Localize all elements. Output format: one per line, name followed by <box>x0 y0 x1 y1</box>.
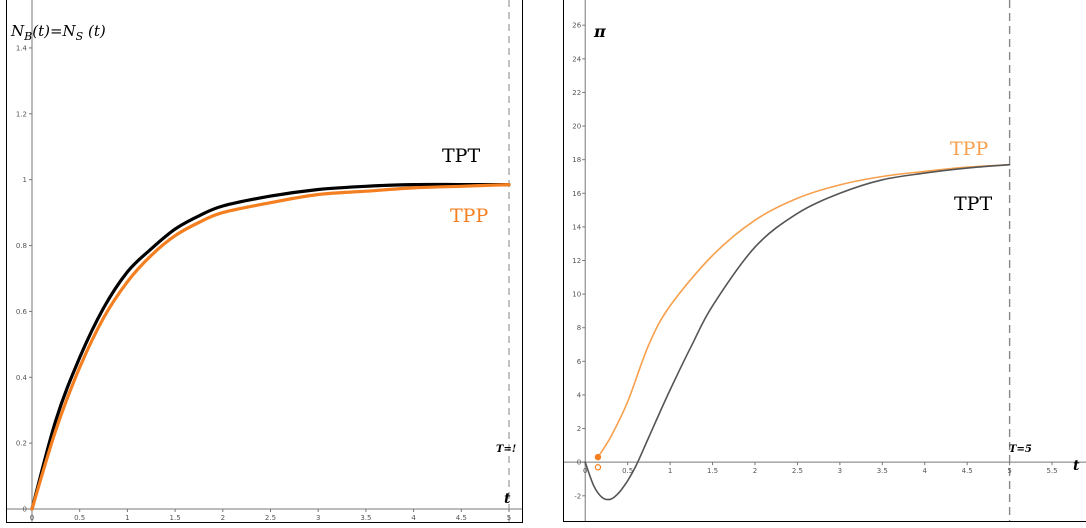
right-y-tick-label: 22 <box>572 89 581 97</box>
right-series-line-tpp <box>597 163 1011 458</box>
left-y-tick-label: 1 <box>23 176 27 184</box>
left-x-tick-label: 3.5 <box>360 514 371 522</box>
left-ticks: 0 0.5 1 1.5 2 2.5 3 3.5 4 4.5 5 0 0.2 0.4 0.6 0.8 1 1.2 1.… <box>16 44 511 522</box>
right-x-tick-label: 5.5 <box>1046 467 1057 475</box>
right-vline-label: T=5 <box>1009 444 1032 455</box>
left-y-tick-label: 1.2 <box>16 110 27 118</box>
left-x-tick-label: 5 <box>507 514 511 522</box>
left-y-tick-label: 1.4 <box>16 44 28 52</box>
right-marker-filled <box>594 453 602 461</box>
right-x-tick-label: 4.5 <box>962 467 973 475</box>
left-vline-label: T=! <box>496 444 516 455</box>
right-x-axis-label: t <box>1073 458 1080 474</box>
right-chart-panel: 0 0.5 1 1.5 2 2.5 3 3.5 4 4.5 5 5.5 -2 0 2 4 6 8 10 12 14 16 1… <box>563 0 1086 522</box>
right-y-tick-label: -2 <box>574 492 581 500</box>
right-y-tick-label: 16 <box>572 190 581 198</box>
left-y-tick-label: 0.2 <box>16 440 27 448</box>
left-x-tick-label: 1 <box>125 514 129 522</box>
right-y-tick-label: 14 <box>572 223 581 231</box>
right-series-label-tpt: TPT <box>954 193 992 215</box>
right-y-tick-label: 18 <box>572 156 581 164</box>
left-series-line-tpt <box>30 182 511 511</box>
left-x-tick-label: 0 <box>30 514 34 522</box>
left-y-tick-label: 0.6 <box>16 308 28 316</box>
right-series-line-tpt <box>584 163 1011 501</box>
right-y-tick-label: 26 <box>572 22 581 30</box>
right-axes <box>564 0 1086 521</box>
left-x-axis-label: t <box>504 491 511 507</box>
left-series-label-tpt: TPT <box>442 145 480 167</box>
right-marker-open <box>594 464 602 471</box>
left-x-tick-label: 4 <box>411 514 416 522</box>
left-x-tick-label: 4.5 <box>456 514 467 522</box>
right-y-tick-label: 6 <box>577 358 582 366</box>
left-x-tick-label: 2.5 <box>265 514 276 522</box>
right-ticks: 0 0.5 1 1.5 2 2.5 3 3.5 4 4.5 5 5.5-202468101214161… <box>572 22 1057 501</box>
left-series <box>30 182 511 511</box>
right-y-tick-label: 4 <box>577 391 582 399</box>
left-x-tick-label: 1.5 <box>170 514 181 522</box>
right-x-tick-label: 5 <box>1007 467 1011 475</box>
left-x-tick-label: 0.5 <box>74 514 85 522</box>
left-chart: 0 0.5 1 1.5 2 2.5 3 3.5 4 4.5 5 0 0.2 0.4 0.6 0.8 1 1.2 1.… <box>7 0 522 522</box>
left-x-tick-label: 2 <box>221 514 225 522</box>
left-y-axis-label: NB(t)=NS (t) <box>10 22 106 43</box>
left-y-tick-label: 0 <box>23 506 27 514</box>
right-x-tick-label: 2 <box>753 467 757 475</box>
right-x-tick-label: 3.5 <box>877 467 888 475</box>
left-series-line-tpp <box>30 183 511 511</box>
right-y-tick-label: 2 <box>577 425 581 433</box>
right-y-axis-label: π <box>593 22 606 41</box>
right-x-tick-label: 3 <box>838 467 842 475</box>
right-x-tick-label: 0.5 <box>622 467 633 475</box>
right-y-tick-label: 8 <box>577 324 581 332</box>
left-y-tick-label: 0.8 <box>16 242 27 250</box>
right-y-tick-label: 12 <box>572 257 581 265</box>
right-series-label-tpp: TPP <box>950 138 988 160</box>
left-series-label-tpp: TPP <box>450 205 488 227</box>
left-chart-panel: 0 0.5 1 1.5 2 2.5 3 3.5 4 4.5 5 0 0.2 0.4 0.6 0.8 1 1.2 1.… <box>6 0 523 523</box>
right-x-tick-label: 4 <box>922 467 927 475</box>
right-chart: 0 0.5 1 1.5 2 2.5 3 3.5 4 4.5 5 5.5-202468101214161… <box>564 0 1086 521</box>
left-x-tick-label: 3 <box>316 514 320 522</box>
right-y-tick-label: 20 <box>572 123 581 131</box>
right-series <box>584 163 1011 501</box>
right-x-tick-label: 1 <box>668 467 672 475</box>
left-y-tick-label: 0.4 <box>16 374 28 382</box>
right-x-tick-label: 1.5 <box>707 467 718 475</box>
right-y-tick-label: 10 <box>572 291 581 299</box>
right-y-tick-label: 0 <box>577 459 581 467</box>
left-axes <box>7 0 522 522</box>
right-x-tick-label: 0 <box>583 467 587 475</box>
right-x-tick-label: 2.5 <box>792 467 803 475</box>
right-y-tick-label: 24 <box>572 55 581 63</box>
